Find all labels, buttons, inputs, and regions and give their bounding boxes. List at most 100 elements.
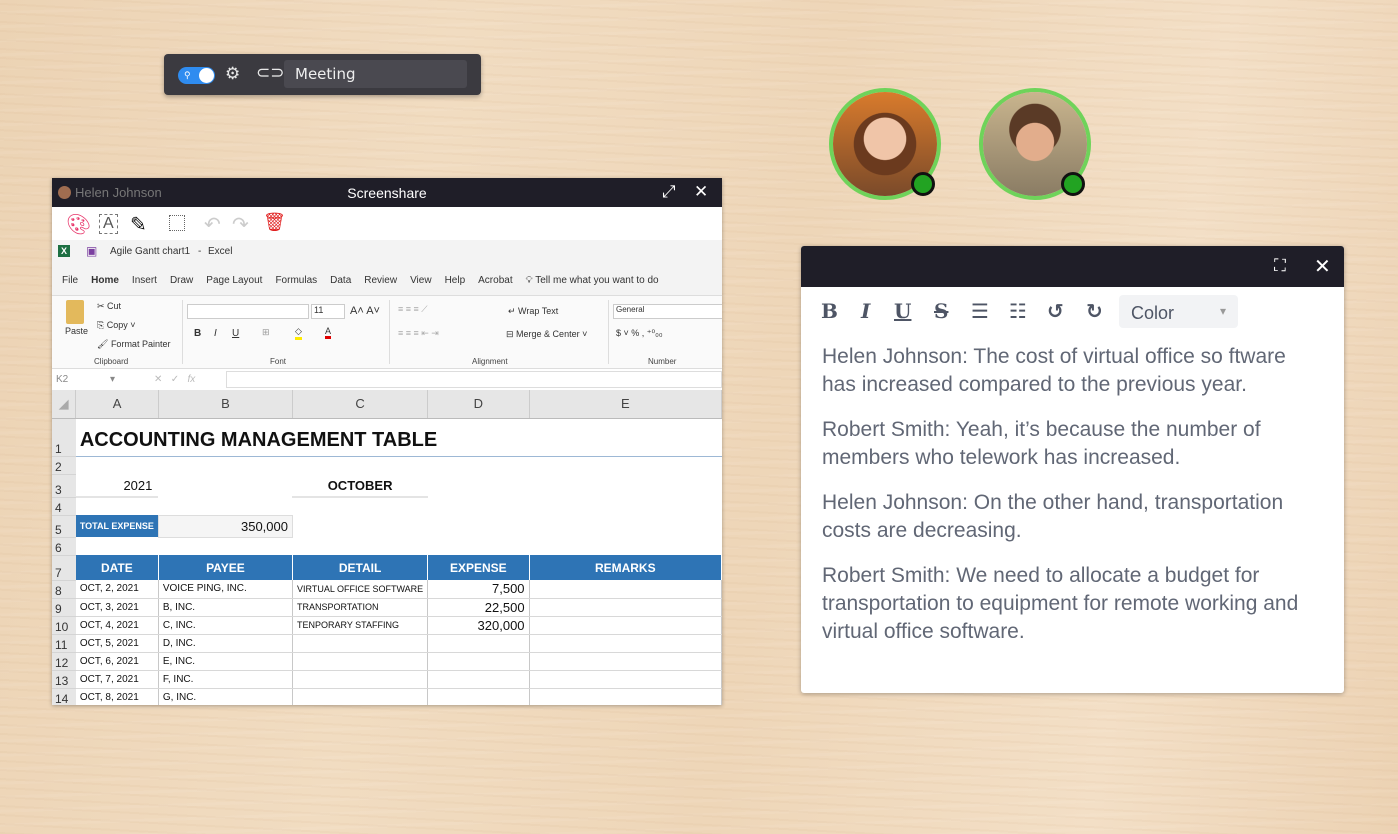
close-icon[interactable]: ✕ [694, 182, 709, 201]
row-header[interactable]: 4 [52, 497, 76, 516]
column-header[interactable]: B [158, 390, 293, 419]
pencil-icon[interactable]: ✎ [130, 214, 147, 236]
text-box-icon[interactable]: A [99, 214, 118, 234]
bullet-list-icon[interactable]: ☷ [1009, 299, 1027, 323]
data-cell[interactable]: OCT, 8, 2021 [75, 688, 159, 705]
data-cell[interactable]: B, INC. [158, 598, 293, 617]
column-title[interactable]: DETAIL [292, 555, 429, 580]
number-format-icons[interactable]: $ ˅ % , ⁺⁰₀₀ [616, 328, 663, 338]
column-header[interactable]: D [427, 390, 530, 419]
data-cell[interactable] [529, 580, 722, 599]
data-cell[interactable]: OCT, 3, 2021 [75, 598, 159, 617]
sheet-title[interactable]: ACCOUNTING MANAGEMENT TABLE [75, 418, 722, 457]
palette-icon[interactable]: 🎨︎ [66, 214, 92, 236]
data-cell[interactable] [427, 652, 530, 671]
data-cell[interactable] [427, 670, 530, 689]
row-header[interactable]: 9 [52, 598, 76, 617]
total-expense-value[interactable]: 350,000 [157, 514, 293, 538]
format-painter-button[interactable]: 🖌︎ Format Painter [97, 339, 171, 349]
data-cell[interactable] [292, 688, 429, 705]
column-title[interactable]: DATE [75, 555, 159, 580]
cell[interactable] [428, 474, 529, 497]
row-header[interactable]: 7 [52, 555, 76, 581]
data-cell[interactable] [427, 634, 530, 653]
redo-icon[interactable]: ↷ [232, 214, 249, 236]
data-cell[interactable]: 320,000 [427, 616, 530, 635]
name-box[interactable]: K2 [56, 374, 69, 385]
row-header[interactable]: 12 [52, 652, 76, 671]
underline-button[interactable]: U [232, 328, 240, 339]
data-cell[interactable] [529, 616, 722, 635]
formula-input[interactable] [226, 371, 722, 388]
data-cell[interactable]: TRANSPORTATION [292, 598, 429, 617]
data-cell[interactable] [529, 634, 722, 653]
menu-draw[interactable]: Draw [169, 274, 194, 286]
align-top-icons[interactable]: ≡ ≡ ≡ ⟋ [398, 304, 428, 314]
select-all[interactable]: ◢ [52, 390, 77, 419]
data-cell[interactable]: OCT, 7, 2021 [75, 670, 159, 689]
data-cell[interactable] [292, 652, 429, 671]
notes-content[interactable]: Helen Johnson: The cost of virtual offic… [801, 335, 1344, 646]
trash-icon[interactable]: 🗑︎ [263, 212, 286, 232]
strikethrough-button[interactable]: S [934, 299, 949, 323]
data-cell[interactable] [529, 652, 722, 671]
number-format-select[interactable]: General [613, 304, 722, 319]
align-left-icons[interactable]: ≡ ≡ ≡ ⇤ ⇥ [398, 328, 439, 338]
wrap-text-button[interactable]: ↵ Wrap Text [508, 306, 559, 316]
data-cell[interactable]: G, INC. [158, 688, 293, 705]
column-header[interactable]: E [529, 390, 722, 419]
month-cell[interactable]: OCTOBER [292, 474, 428, 498]
menu-file[interactable]: File [62, 274, 79, 286]
select-area-icon[interactable] [169, 215, 185, 231]
cell[interactable] [292, 515, 427, 537]
row-header[interactable]: 5 [52, 515, 76, 538]
room-name-input[interactable] [284, 60, 467, 88]
data-cell[interactable] [292, 670, 429, 689]
cell[interactable] [76, 456, 722, 474]
row-header[interactable]: 8 [52, 580, 76, 599]
save-icon[interactable]: ▣ [86, 244, 98, 258]
column-title[interactable]: REMARKS [529, 555, 722, 580]
cell[interactable] [529, 515, 721, 537]
cell[interactable] [158, 474, 292, 497]
italic-button[interactable]: I [861, 299, 871, 323]
menu-help[interactable]: Help [444, 274, 466, 286]
column-header[interactable]: C [292, 390, 429, 419]
data-cell[interactable]: F, INC. [158, 670, 293, 689]
expand-icon[interactable]: ⤢ [662, 182, 676, 201]
row-header[interactable]: 1 [52, 418, 76, 457]
bold-button[interactable]: B [194, 328, 202, 339]
menu-view[interactable]: View [410, 274, 432, 286]
data-cell[interactable]: OCT, 2, 2021 [75, 580, 159, 599]
cell[interactable] [76, 537, 722, 555]
row-header[interactable]: 3 [52, 474, 76, 498]
fullscreen-icon[interactable]: ⛶ [1274, 256, 1286, 275]
data-cell[interactable]: 7,500 [427, 580, 530, 599]
cell[interactable] [428, 515, 529, 537]
row-header[interactable]: 14 [52, 688, 76, 705]
data-cell[interactable] [427, 688, 530, 705]
year-cell[interactable]: 2021 [75, 474, 159, 498]
data-cell[interactable]: TENPORARY STAFFING [292, 616, 429, 635]
undo-icon[interactable]: ↺ [1047, 299, 1064, 323]
menu-home[interactable]: Home [91, 274, 119, 286]
total-expense-label[interactable]: TOTAL EXPENSE [75, 515, 159, 537]
italic-button[interactable]: I [214, 328, 217, 339]
menu-review[interactable]: Review [364, 274, 398, 286]
formula-buttons[interactable]: ✕ ✓ fx [154, 374, 196, 385]
data-cell[interactable]: VOICE PING, INC. [158, 580, 293, 599]
data-cell[interactable] [529, 598, 722, 617]
font-size-select[interactable]: 11 [311, 304, 345, 319]
data-cell[interactable] [292, 634, 429, 653]
menu-insert[interactable]: Insert [131, 274, 157, 286]
meeting-toggle[interactable]: ⚲ [178, 67, 215, 84]
cell[interactable] [529, 474, 721, 497]
gear-icon[interactable]: ⚙ [225, 64, 241, 83]
menu-acrobat[interactable]: Acrobat [478, 274, 513, 286]
menu-page-layout[interactable]: Page Layout [206, 274, 263, 286]
font-name-select[interactable] [187, 304, 309, 319]
column-header[interactable]: A [75, 390, 159, 419]
data-cell[interactable]: OCT, 5, 2021 [75, 634, 159, 653]
color-select[interactable]: Color ▾ [1119, 295, 1238, 328]
data-cell[interactable]: C, INC. [158, 616, 293, 635]
